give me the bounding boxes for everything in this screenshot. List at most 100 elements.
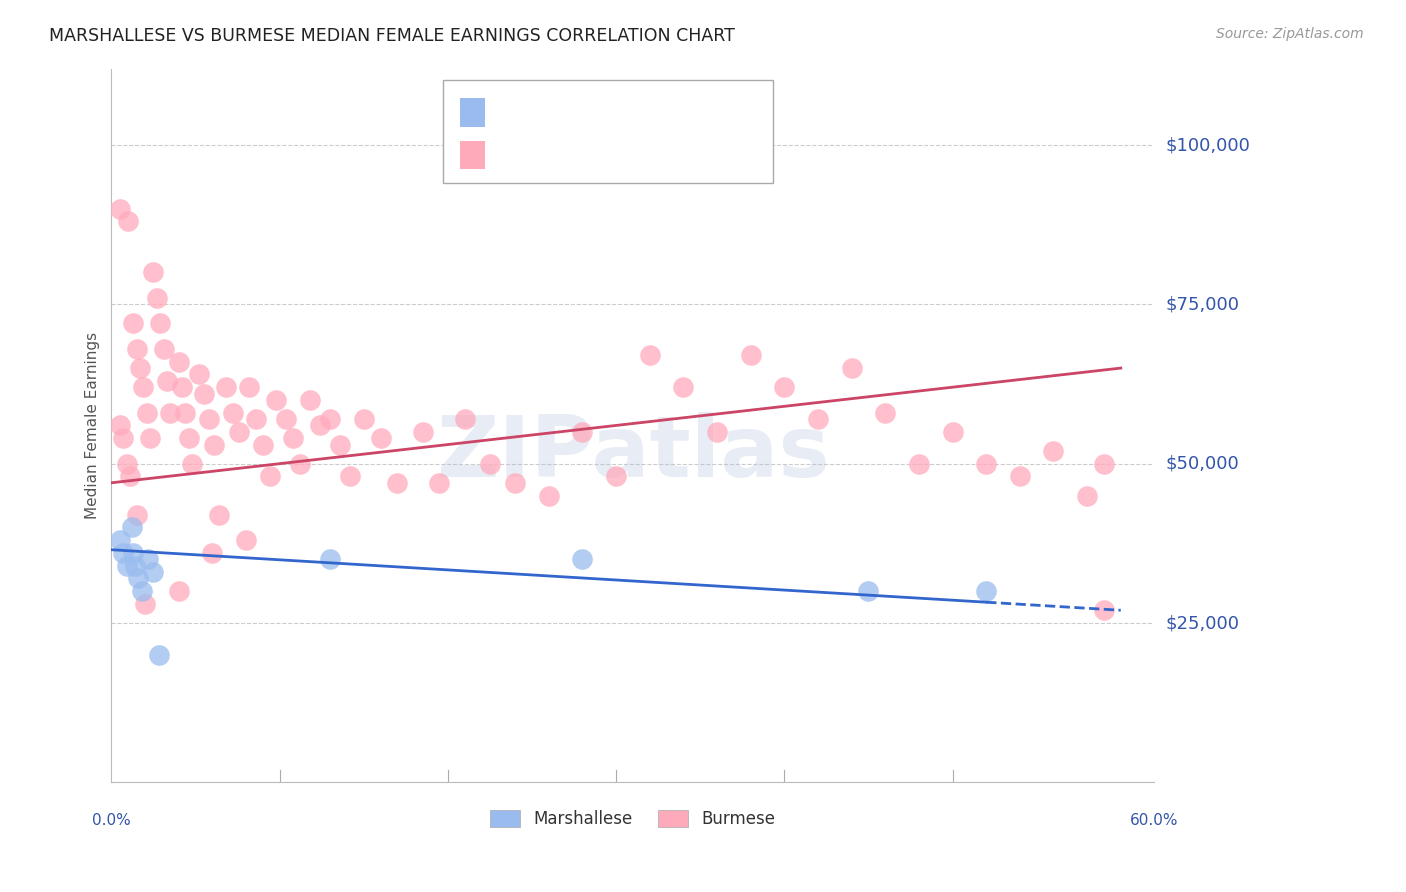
Point xyxy=(571,425,593,439)
Point xyxy=(858,584,880,599)
Point xyxy=(135,406,157,420)
Point xyxy=(298,392,321,407)
Point xyxy=(238,380,260,394)
Point xyxy=(252,437,274,451)
Point xyxy=(149,317,172,331)
Point xyxy=(319,412,342,426)
Point xyxy=(122,317,145,331)
Point xyxy=(121,520,143,534)
Point xyxy=(276,412,298,426)
Point xyxy=(129,361,152,376)
Y-axis label: Median Female Earnings: Median Female Earnings xyxy=(86,332,100,519)
Point xyxy=(146,291,169,305)
Point xyxy=(1042,444,1064,458)
Point xyxy=(124,558,146,573)
Point xyxy=(370,431,392,445)
Point xyxy=(974,457,997,471)
Point xyxy=(215,380,238,394)
Point xyxy=(235,533,257,548)
Point xyxy=(118,469,141,483)
Point xyxy=(908,457,931,471)
Point xyxy=(142,565,165,579)
Point xyxy=(228,425,250,439)
Text: 60.0%: 60.0% xyxy=(1130,813,1178,828)
Text: R =  0.214    N = 76: R = 0.214 N = 76 xyxy=(499,148,675,162)
Point xyxy=(167,584,190,599)
Point xyxy=(134,597,156,611)
Point xyxy=(259,469,281,483)
Point xyxy=(201,546,224,560)
Point xyxy=(281,431,304,445)
Legend: Marshallese, Burmese: Marshallese, Burmese xyxy=(484,803,782,835)
Point xyxy=(807,412,830,426)
Point xyxy=(773,380,796,394)
Point xyxy=(127,571,149,585)
Point xyxy=(638,348,661,362)
Point xyxy=(319,552,342,566)
Point xyxy=(117,214,139,228)
Point xyxy=(339,469,361,483)
Point xyxy=(108,418,131,433)
Point xyxy=(429,475,451,490)
Point xyxy=(672,380,695,394)
Point xyxy=(1076,489,1098,503)
Point xyxy=(1008,469,1031,483)
Point xyxy=(198,412,221,426)
Text: $100,000: $100,000 xyxy=(1166,136,1250,154)
Point xyxy=(503,475,526,490)
Point xyxy=(537,489,560,503)
Point xyxy=(941,425,963,439)
Point xyxy=(841,361,863,376)
Point xyxy=(108,533,131,548)
Point xyxy=(412,425,434,439)
Point xyxy=(329,437,352,451)
Point xyxy=(125,342,148,356)
Point xyxy=(478,457,501,471)
Point xyxy=(148,648,170,662)
Text: MARSHALLESE VS BURMESE MEDIAN FEMALE EARNINGS CORRELATION CHART: MARSHALLESE VS BURMESE MEDIAN FEMALE EAR… xyxy=(49,27,735,45)
Point xyxy=(1092,457,1115,471)
Point xyxy=(264,392,287,407)
Point xyxy=(159,406,181,420)
Text: R = -0.426    N = 15: R = -0.426 N = 15 xyxy=(499,105,676,120)
Point xyxy=(288,457,311,471)
Point xyxy=(221,406,243,420)
Point xyxy=(125,508,148,522)
Point xyxy=(122,546,145,560)
Point xyxy=(605,469,627,483)
Point xyxy=(156,374,179,388)
Point xyxy=(245,412,267,426)
Text: $75,000: $75,000 xyxy=(1166,295,1240,313)
Point xyxy=(131,584,153,599)
Point xyxy=(177,431,200,445)
Point xyxy=(170,380,193,394)
Point xyxy=(202,437,225,451)
Point xyxy=(1092,603,1115,617)
Point xyxy=(112,546,135,560)
Point xyxy=(309,418,332,433)
Text: $25,000: $25,000 xyxy=(1166,614,1240,632)
Text: 0.0%: 0.0% xyxy=(91,813,131,828)
Point xyxy=(174,406,197,420)
Point xyxy=(454,412,477,426)
Point xyxy=(571,552,593,566)
Point xyxy=(875,406,897,420)
Point xyxy=(112,431,135,445)
Point xyxy=(974,584,997,599)
Point xyxy=(108,202,131,216)
Point xyxy=(138,552,160,566)
Point xyxy=(115,457,138,471)
Point xyxy=(139,431,162,445)
Point xyxy=(740,348,762,362)
Point xyxy=(353,412,375,426)
Point xyxy=(193,386,215,401)
Text: $50,000: $50,000 xyxy=(1166,455,1239,473)
Point xyxy=(167,354,190,368)
Point xyxy=(152,342,174,356)
Text: Source: ZipAtlas.com: Source: ZipAtlas.com xyxy=(1216,27,1364,41)
Point xyxy=(387,475,409,490)
Point xyxy=(142,265,165,279)
Point xyxy=(208,508,231,522)
Text: ZIPatlas: ZIPatlas xyxy=(436,412,830,495)
Point xyxy=(132,380,155,394)
